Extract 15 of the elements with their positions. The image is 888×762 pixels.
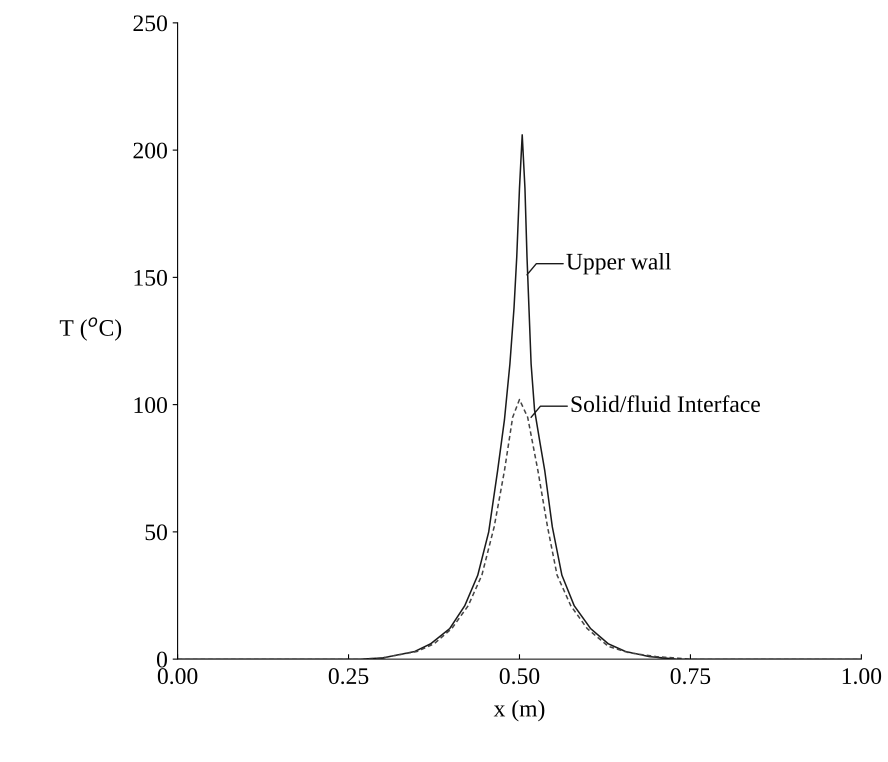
y-tick-label: 200 — [134, 142, 167, 159]
x-tick-label: 0.00 — [158, 668, 198, 684]
x-tick-label: 0.50 — [500, 668, 540, 684]
y-tick-label: 0 — [156, 652, 167, 668]
y-tick-label: 150 — [134, 270, 167, 286]
x-axis-title: x (m) — [494, 700, 544, 722]
x-tick-label: 0.25 — [328, 668, 368, 684]
x-tick-label: 0.75 — [670, 668, 710, 684]
y-tick-label: 50 — [146, 524, 167, 540]
y-axis-title: T ($^{o}$C) — [60, 317, 122, 341]
y-tick-label: 250 — [134, 15, 167, 32]
annotation: Solid/fluid Interface — [572, 395, 760, 412]
x-tick-label: 1.00 — [842, 668, 882, 684]
y-tick-label: 100 — [134, 397, 167, 414]
annotation: Upper wall — [566, 253, 671, 274]
